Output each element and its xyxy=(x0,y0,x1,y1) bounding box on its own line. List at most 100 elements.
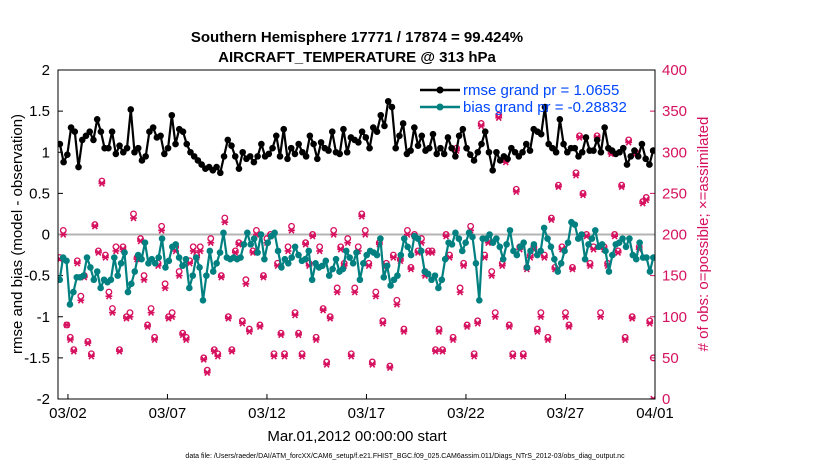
obs-assimilated-point xyxy=(470,352,478,360)
obs-possible-point xyxy=(147,305,155,312)
rmse-point xyxy=(381,122,388,130)
obs-possible-point xyxy=(105,288,113,296)
obs-assimilated-point xyxy=(449,336,457,344)
x-tick-label: 03/07 xyxy=(149,405,187,422)
obs-possible-point xyxy=(361,226,369,234)
rmse-point xyxy=(448,144,455,152)
rmse-point xyxy=(157,132,164,140)
right-tick-label: 250 xyxy=(662,185,687,202)
assim-stroke xyxy=(239,319,246,327)
obs-possible-point xyxy=(330,226,338,234)
rmse-point xyxy=(105,144,112,152)
assim-stroke xyxy=(436,328,443,335)
bias-point xyxy=(216,249,224,256)
chart-title-line1: Southern Hemisphere 17771 / 17874 = 99.4… xyxy=(191,29,523,46)
assim-stroke xyxy=(587,262,594,270)
bias-point xyxy=(155,254,162,261)
bias-point xyxy=(206,247,214,255)
assim-stroke xyxy=(70,347,77,355)
bias-point xyxy=(151,259,159,267)
bias-point xyxy=(356,276,364,284)
assim-stroke xyxy=(485,239,492,247)
assim-stroke xyxy=(537,313,544,321)
assim-stroke xyxy=(313,336,320,344)
obs-assimilated-point xyxy=(87,352,95,360)
rmse-point xyxy=(597,148,605,156)
bias-point xyxy=(172,241,179,248)
rmse-point xyxy=(526,147,534,154)
bias-point xyxy=(513,251,521,259)
obs-count-series xyxy=(58,111,655,399)
rmse-point xyxy=(418,132,426,140)
bias-point xyxy=(571,221,579,228)
x-tick-label: 03/12 xyxy=(248,405,286,422)
assim-stroke xyxy=(295,331,302,339)
assim-stroke xyxy=(151,336,158,344)
bias-point xyxy=(400,235,408,242)
assim-stroke xyxy=(309,232,316,240)
rmse-point xyxy=(444,134,452,141)
bias-point xyxy=(244,229,251,237)
left-tick-label: 1 xyxy=(42,144,50,161)
bias-point xyxy=(520,239,527,247)
rmse-point xyxy=(228,142,235,149)
rmse-point xyxy=(343,148,351,156)
rmse-point xyxy=(112,150,120,158)
assim-stroke xyxy=(544,336,551,344)
obs-assimilated-point xyxy=(270,352,278,360)
obs-assimilated-point xyxy=(66,336,74,344)
bias-point xyxy=(288,254,295,261)
rmse-point xyxy=(463,144,470,152)
bias-point xyxy=(377,235,384,242)
bias-point xyxy=(80,272,87,279)
bias-point xyxy=(643,254,650,261)
assim-stroke xyxy=(481,254,488,261)
obs-assimilated-point xyxy=(555,183,562,191)
assim-stroke xyxy=(583,232,590,240)
obs-assimilated-point xyxy=(144,323,151,331)
obs-assimilated-point xyxy=(533,328,541,335)
obs-assimilated-point xyxy=(200,356,208,363)
rmse-point xyxy=(276,153,284,160)
assim-stroke xyxy=(109,309,116,317)
rmse-point xyxy=(291,150,299,158)
bias-point xyxy=(83,254,91,261)
rmse-point xyxy=(231,153,239,160)
bias-point xyxy=(274,247,282,255)
bias-point xyxy=(602,247,609,255)
rmse-point xyxy=(493,148,500,156)
obs-possible-point xyxy=(488,268,496,275)
assim-stroke xyxy=(119,245,126,253)
rmse-point xyxy=(552,148,560,156)
assim-stroke xyxy=(285,247,292,255)
rmse-point xyxy=(179,128,187,135)
rmse-point xyxy=(631,147,638,154)
bias-point xyxy=(626,235,633,242)
assim-stroke xyxy=(488,272,495,280)
bias-point xyxy=(186,284,193,292)
obs-possible-point xyxy=(108,305,116,312)
bias-point xyxy=(291,243,299,251)
obs-assimilated-point xyxy=(63,321,71,329)
obs-assimilated-point xyxy=(361,231,369,238)
assim-stroke xyxy=(334,288,341,296)
obs-assimilated-point xyxy=(435,328,443,335)
assim-stroke xyxy=(67,336,74,344)
obs-assimilated-point xyxy=(439,347,446,355)
bias-point xyxy=(261,255,268,263)
obs-assimilated-point xyxy=(344,239,352,247)
bias-point xyxy=(578,231,585,238)
bias-point xyxy=(308,276,316,284)
bias-point xyxy=(414,235,422,242)
bias-point xyxy=(295,251,302,259)
obs-possible-point xyxy=(196,243,204,251)
obs-assimilated-point xyxy=(98,180,106,187)
assim-stroke xyxy=(650,395,655,399)
rmse-point xyxy=(168,111,176,119)
bias-point xyxy=(346,254,353,261)
assim-stroke xyxy=(492,313,499,321)
obs-possible-point xyxy=(112,243,120,251)
bias-point xyxy=(581,255,589,263)
right-tick-label: 50 xyxy=(662,350,679,367)
bias-point xyxy=(325,272,333,279)
